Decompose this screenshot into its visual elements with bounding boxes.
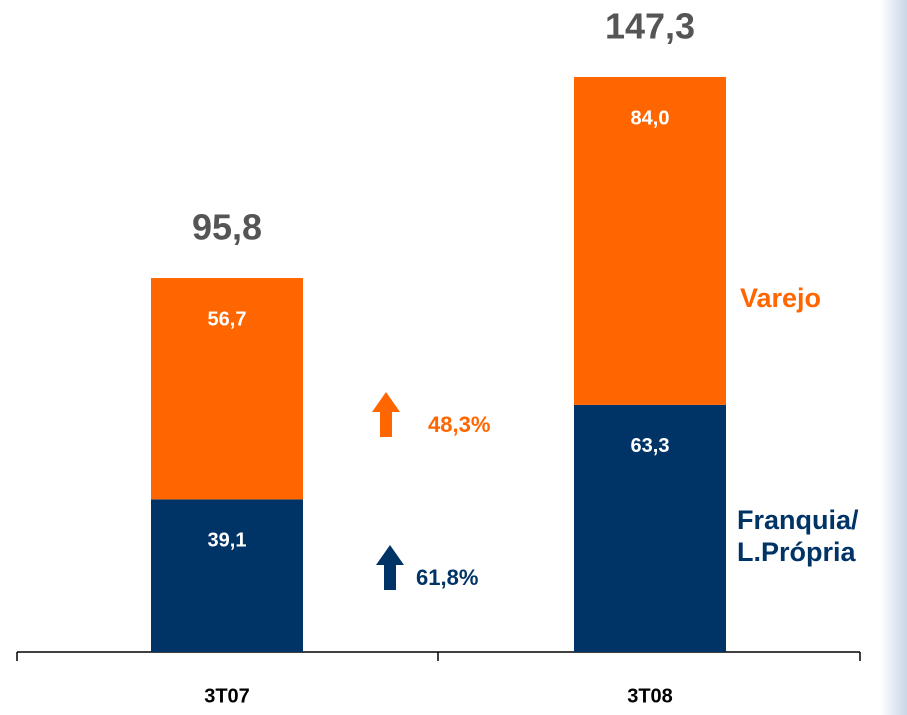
value-label: 39,1 [208, 530, 247, 552]
x-tick-label: 3T08 [627, 685, 673, 707]
bar-segment [574, 77, 726, 405]
value-label: 63,3 [631, 435, 670, 457]
growth-annotation: 48,3% [428, 412, 490, 437]
edge-decoration [880, 0, 907, 715]
total-label: 95,8 [192, 207, 262, 248]
x-tick-label: 3T07 [204, 685, 250, 707]
value-label: 56,7 [208, 308, 247, 330]
up-arrow [376, 545, 404, 590]
total-label: 147,3 [605, 6, 695, 47]
value-label: 84,0 [631, 107, 670, 129]
bar-segment [151, 278, 303, 500]
up-arrow [372, 392, 400, 437]
bar-segment [151, 499, 303, 652]
growth-annotation: 61,8% [416, 565, 478, 590]
bar-segment [574, 404, 726, 652]
legend-entry: Franquia/ L.Própria [737, 505, 859, 567]
legend-entry: Varejo [740, 283, 822, 313]
